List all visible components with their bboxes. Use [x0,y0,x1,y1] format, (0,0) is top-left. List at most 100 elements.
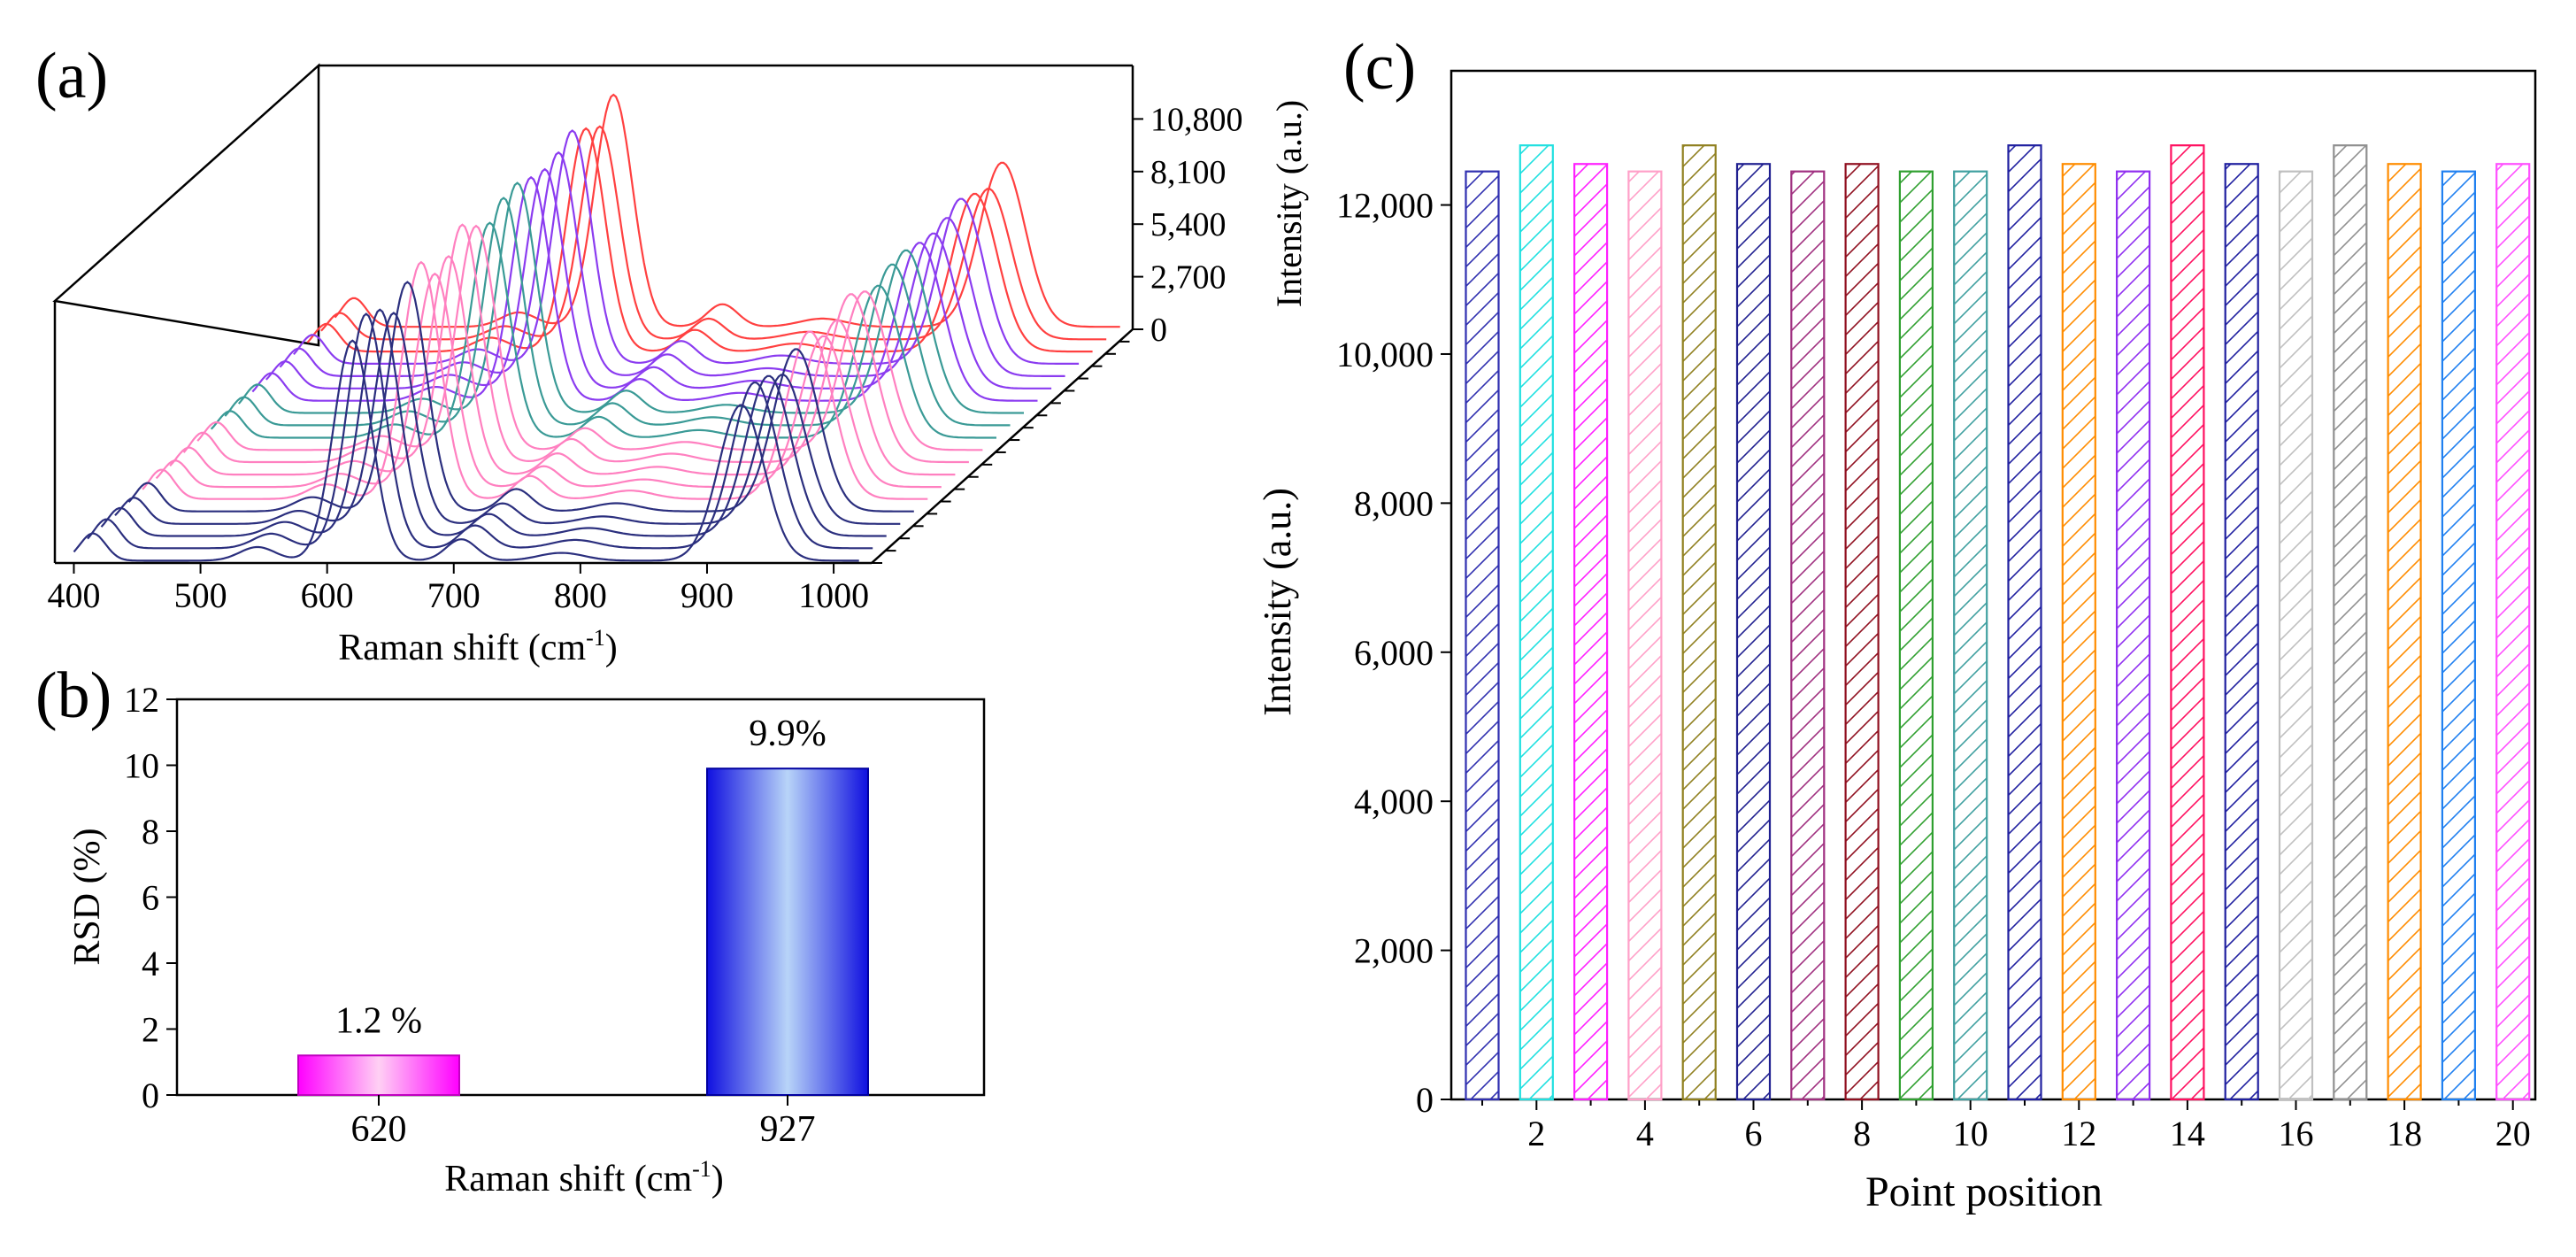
spectrum-line-10 [196,224,983,451]
panel-c-y-tick-6000: 6,000 [1354,633,1434,673]
panel-a-x-axis-label: Raman shift (cm-1) [338,625,618,668]
bar-point-12 [2061,163,2096,1101]
panel-b-y-tick-12: 12 [124,680,159,720]
panel-c-x-ticks: 2 4 6 8 10 12 14 16 18 20 [1481,1099,2531,1153]
data-label-927: 9.9% [749,713,827,754]
spectrum-line-12 [224,197,1011,427]
x-tick-927: 927 [760,1109,816,1150]
panel-b-y-tick-6: 6 [142,878,159,918]
spectrum-line-6 [142,260,928,500]
panel-c-x-tick-18: 18 [2387,1114,2422,1153]
panel-a-x-tick-600: 600 [301,575,354,615]
panel-b-y-tick-0: 0 [142,1076,159,1115]
bar-point-19 [2441,170,2476,1101]
spectrum-line-16 [279,150,1065,377]
panel-a-xlabel-end: ) [605,628,618,668]
bar-point-8 [1844,163,1880,1101]
panel-c-x-tick-6: 6 [1745,1114,1763,1153]
panel-a-label: (a) [35,40,108,112]
bar-point-11 [2007,144,2042,1101]
panel-c-x-tick-12: 12 [2061,1114,2096,1153]
panel-b-y-ticks: 0 2 4 6 8 10 12 [124,680,177,1115]
panel-c-x-tick-16: 16 [2279,1114,2314,1153]
panel-c-y-tick-0: 0 [1416,1080,1434,1120]
bar-point-14 [2170,144,2205,1101]
bar-point-5 [1681,144,1717,1101]
panel-c-x-axis-label: Point position [1865,1168,2103,1215]
data-label-620: 1.2 % [335,1000,422,1041]
bar-point-20 [2495,163,2531,1101]
panel-c-y-tick-12000: 12,000 [1336,186,1434,226]
panel-b-label: (b) [35,659,111,732]
spectrum-line-7 [155,272,942,489]
spectrum-line-3 [100,308,887,537]
bar-point-10 [1953,170,1988,1101]
panel-c-x-tick-10: 10 [1953,1114,1988,1153]
bar-point-4 [1627,170,1663,1101]
panel-a-x-tick-700: 700 [427,575,481,615]
panel-c-x-tick-14: 14 [2170,1114,2205,1153]
panel-b-y-tick-2: 2 [142,1010,159,1050]
panel-c-bars [1465,144,2531,1101]
spectrum-line-4 [114,312,901,525]
panel-c-label: (c) [1343,31,1416,104]
bar-point-16 [2278,170,2314,1101]
panel-a-z-tick-0: 0 [1150,312,1167,349]
panel-c-x-tick-2: 2 [1527,1114,1545,1153]
depth-axis [871,328,1134,564]
panel-c-x-tick-4: 4 [1636,1114,1654,1153]
bar-point-3 [1573,163,1609,1101]
spectrum-line-5 [127,281,914,513]
panel-b-y-tick-4: 4 [142,944,159,983]
panel-c-x-tick-8: 8 [1853,1114,1871,1153]
panel-a-xlabel-sup: -1 [586,625,605,651]
panel-b-y-tick-10: 10 [124,746,159,786]
panel-c-y-tick-10000: 10,000 [1336,335,1434,374]
panel-b-xlabel-main: Raman shift (cm [444,1159,692,1199]
panel-a-3d-frame [52,63,1134,565]
x-tick-620: 620 [351,1109,407,1150]
panel-b-rsd-chart: (b) 0 2 4 6 8 10 12 1.2 % 9.9% 620 927 R… [35,659,986,1199]
panel-a-z-tick-10800: 10,800 [1150,101,1243,138]
panel-c-y-ticks: 0 2,000 4,000 6,000 8,000 10,000 12,000 [1336,186,1451,1120]
panel-a-z-tick-2700: 2,700 [1150,259,1226,297]
panel-a-spectra [73,93,1120,562]
panel-a-z-tick-8100: 8,100 [1150,154,1226,191]
panel-c-y-axis-label: Intensity (a.u.) [1256,488,1299,716]
panel-c-y-tick-2000: 2,000 [1354,931,1434,971]
bar-620 [297,1054,460,1097]
bar-point-2 [1519,144,1554,1101]
panel-b-xlabel-end: ) [711,1159,724,1199]
panel-b-bars: 1.2 % 9.9% 620 927 [297,713,869,1150]
panel-c-x-tick-20: 20 [2495,1114,2531,1153]
panel-b-xlabel-sup: -1 [692,1156,711,1182]
spectrum-line-14 [251,175,1038,402]
panel-a-depth-ticks [872,328,1143,564]
panel-c-y-tick-4000: 4,000 [1354,782,1434,821]
bar-point-9 [1898,170,1934,1101]
panel-a-x-tick-900: 900 [681,575,734,615]
spectrum-line-1 [73,339,859,562]
panel-a-xlabel-main: Raman shift (cm [338,628,586,668]
bar-point-18 [2387,163,2422,1101]
bar-point-6 [1735,163,1772,1101]
panel-c-plot-frame [1449,69,2537,1101]
back-left-wall [52,63,320,347]
panel-a-z-ticks: 0 2,700 5,400 8,100 10,800 [1133,101,1243,349]
panel-a-x-tick-1000: 1000 [798,575,869,615]
bar-point-13 [2116,170,2151,1101]
panel-a-x-ticks: 400 500 600 700 800 900 1000 [47,563,869,615]
panel-a-z-tick-5400: 5,400 [1150,206,1226,243]
panel-a-x-tick-800: 800 [554,575,607,615]
panel-a-waterfall: (a) 400 500 600 700 800 900 1000 0 2,700… [35,40,1243,668]
bar-point-1 [1465,170,1500,1101]
panel-b-y-tick-8: 8 [142,812,159,852]
panel-a-x-tick-400: 400 [47,575,100,615]
panel-c-y-axis-label-duplicate: Intensity (a.u.) [1269,100,1309,307]
bar-point-17 [2333,144,2368,1101]
bar-point-15 [2224,163,2259,1101]
panel-a-x-tick-500: 500 [174,575,227,615]
spectrum-line-2 [87,312,873,550]
spectrum-line-8 [169,255,956,476]
